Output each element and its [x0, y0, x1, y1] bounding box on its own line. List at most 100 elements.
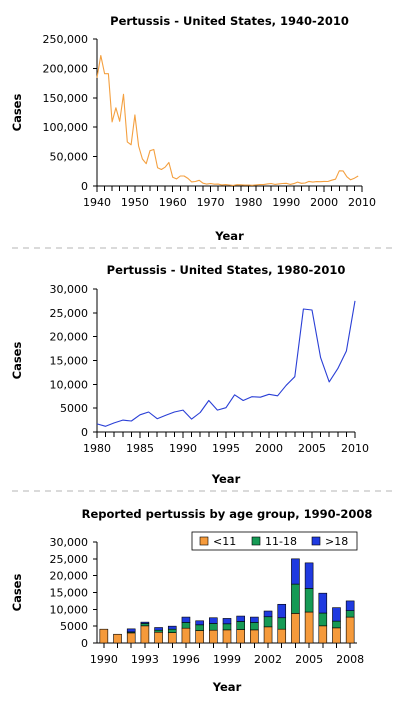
- y-tick-label: 0: [81, 180, 88, 193]
- bar-segment: [209, 629, 218, 644]
- bar-segment: [332, 627, 341, 644]
- chart-cases-1980-2010: Pertussis - United States, 1980-2010 Year…: [10, 263, 369, 486]
- x-tick-label: 1940: [83, 196, 111, 209]
- y-tick-label: 15,000: [50, 355, 89, 368]
- y-tick-label: 20,000: [50, 331, 89, 344]
- bar-segment: [291, 558, 300, 585]
- bar-segment: [195, 624, 204, 631]
- y-axis-label: Cases: [10, 342, 24, 380]
- bar-segment: [263, 626, 273, 644]
- x-tick-label: 1950: [121, 196, 149, 209]
- chart-title: Pertussis - United States, 1980-2010: [107, 263, 346, 277]
- bar-segment: [126, 628, 136, 633]
- bar-segment: [318, 612, 328, 627]
- y-tick-label: 5000: [60, 620, 88, 633]
- bar-segment: [345, 610, 355, 618]
- legend-label: >18: [325, 535, 348, 548]
- y-tick-label: 200,000: [43, 62, 89, 75]
- x-tick-label: 2008: [336, 653, 364, 666]
- legend-swatch: [311, 536, 321, 546]
- bar-segment: [250, 629, 259, 644]
- bar-segment: [277, 603, 287, 619]
- bar-segment: [263, 616, 273, 628]
- bar-segment: [167, 632, 177, 644]
- bar-segment: [195, 630, 204, 644]
- y-tick-label: 10,000: [50, 603, 89, 616]
- bar-segment: [222, 629, 232, 644]
- x-axis-label: Year: [211, 472, 241, 486]
- y-tick-label: 25,000: [50, 307, 89, 320]
- bar-segment: [140, 621, 150, 624]
- y-tick-label: 100,000: [43, 121, 89, 134]
- bar-segment: [126, 632, 136, 644]
- y-tick-label: 50,000: [50, 151, 89, 164]
- bar-segment: [304, 588, 314, 613]
- bar-segment: [277, 628, 287, 644]
- bar-segment: [154, 629, 163, 633]
- bar-segment: [318, 592, 328, 614]
- x-tick-label: 1993: [131, 653, 159, 666]
- chart-by-age-group: Reported pertussis by age group, 1990-20…: [10, 507, 372, 694]
- bar-segment: [304, 611, 314, 644]
- x-tick-label: 2000: [255, 442, 283, 455]
- x-tick-label: 1985: [126, 442, 154, 455]
- x-tick-label: 1996: [172, 653, 200, 666]
- legend: <11 11-18 >18: [191, 531, 358, 551]
- x-tick-label: 1960: [159, 196, 187, 209]
- y-axis-label: Cases: [10, 574, 24, 612]
- x-tick-label: 1990: [272, 196, 300, 209]
- bar-segment: [318, 625, 328, 644]
- bar-segment: [209, 617, 218, 624]
- bar-segment: [332, 620, 341, 629]
- bar-segment: [209, 623, 218, 631]
- bar-segment: [140, 625, 150, 644]
- x-tick-label: 1990: [90, 653, 118, 666]
- x-tick-label: 2005: [298, 442, 326, 455]
- x-tick-label: 1990: [169, 442, 197, 455]
- x-tick-label: 1980: [234, 196, 262, 209]
- bar-segment: [304, 562, 314, 589]
- y-tick-label: 250,000: [43, 33, 89, 46]
- y-tick-label: 30,000: [50, 283, 89, 296]
- y-tick-label: 150,000: [43, 92, 89, 105]
- x-tick-label: 1999: [213, 653, 241, 666]
- x-axis-label: Year: [214, 229, 244, 243]
- bar-segment: [291, 583, 300, 614]
- series-line: [96, 300, 356, 427]
- bar-segment: [236, 621, 245, 630]
- legend-label: 11-18: [265, 535, 297, 548]
- bar-segment: [345, 600, 355, 611]
- bar-segment: [154, 627, 163, 631]
- bar-segment: [236, 629, 245, 644]
- bar-segment: [181, 622, 191, 629]
- bar-segment: [250, 616, 259, 623]
- bar-segment: [195, 620, 204, 626]
- bar-segment: [250, 622, 259, 631]
- y-tick-label: 15,000: [50, 587, 89, 600]
- y-tick-label: 5000: [60, 402, 88, 415]
- y-tick-label: 0: [81, 637, 88, 650]
- y-tick-label: 30,000: [50, 536, 89, 549]
- series-line: [96, 54, 359, 186]
- y-tick-label: 20,000: [50, 570, 89, 583]
- bar-segment: [236, 615, 245, 622]
- bar-segment: [167, 625, 177, 630]
- x-tick-label: 2010: [348, 196, 376, 209]
- x-tick-label: 1995: [212, 442, 240, 455]
- bar-segment: [345, 616, 355, 644]
- bar-segment: [263, 610, 273, 618]
- x-tick-label: 1980: [83, 442, 111, 455]
- bar-segment: [222, 623, 232, 631]
- chart-cases-1940-2010: Pertussis - United States, 1940-2010 Year…: [10, 14, 376, 243]
- legend-box: [191, 531, 358, 551]
- legend-swatch: [251, 536, 261, 546]
- x-tick-label: 2005: [295, 653, 323, 666]
- x-tick-label: 2002: [254, 653, 282, 666]
- y-axis-label: Cases: [10, 94, 24, 132]
- x-tick-label: 2010: [341, 442, 369, 455]
- bar-segment: [99, 628, 109, 644]
- bar-segment: [277, 617, 287, 630]
- bar-segment: [167, 628, 177, 633]
- y-tick-label: 0: [81, 426, 88, 439]
